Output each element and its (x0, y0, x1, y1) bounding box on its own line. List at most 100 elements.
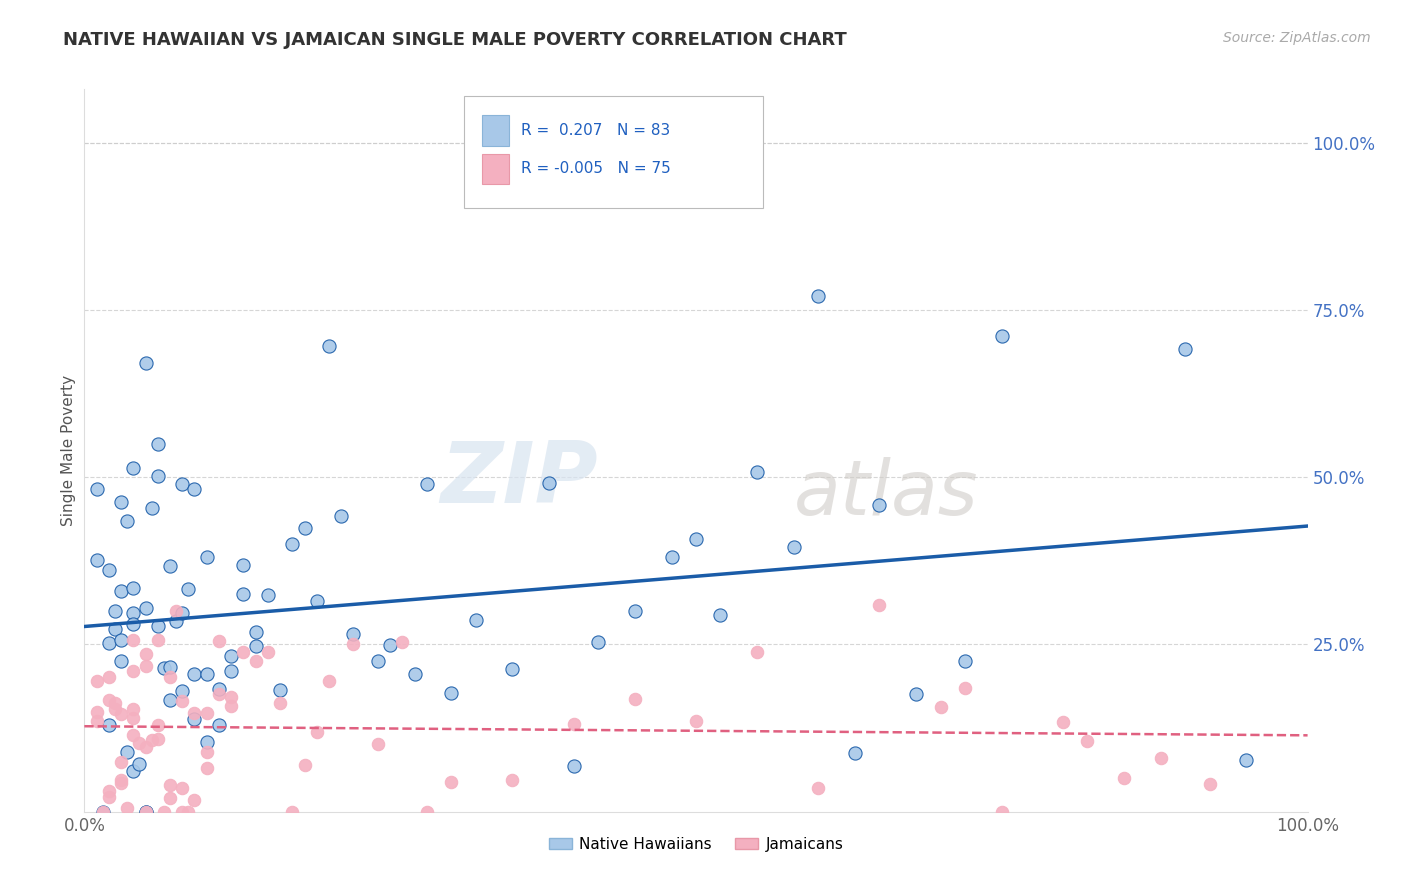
Point (172, 694, 194, 708)
Point (115, 514, 138, 528)
Point (128, 736, 150, 750)
Point (183, 483, 205, 497)
Point (91, 805, 114, 819)
FancyBboxPatch shape (482, 115, 509, 145)
Point (807, 780, 830, 795)
Point (122, 701, 145, 715)
Point (110, 755, 132, 769)
Point (232, 645, 254, 659)
Point (586, 635, 609, 649)
Point (146, 469, 169, 483)
Point (104, 603, 127, 617)
Point (219, 699, 242, 714)
Point (159, 790, 181, 805)
Point (172, 477, 194, 491)
Point (91, 805, 114, 819)
Point (1174, 342, 1197, 356)
Legend: Native Hawaiians, Jamaicans: Native Hawaiians, Jamaicans (543, 831, 849, 858)
Point (1076, 734, 1098, 748)
Point (86, 673, 108, 688)
Text: atlas: atlas (794, 457, 979, 531)
Point (122, 711, 145, 725)
Point (502, 662, 524, 676)
Point (159, 558, 181, 573)
Point (135, 805, 157, 819)
Point (115, 801, 138, 815)
Point (104, 702, 127, 716)
Point (128, 756, 150, 771)
Point (195, 550, 218, 565)
Point (219, 690, 242, 705)
Point (195, 667, 218, 681)
Point (122, 728, 145, 742)
Point (953, 681, 976, 695)
Point (159, 660, 181, 674)
Point (172, 805, 194, 819)
Point (245, 625, 267, 640)
Point (685, 714, 707, 728)
Point (135, 739, 157, 754)
Point (97, 692, 120, 706)
Point (110, 706, 132, 721)
Point (440, 774, 463, 789)
Point (110, 583, 132, 598)
Point (135, 601, 157, 615)
Text: ZIP: ZIP (440, 438, 598, 521)
Point (232, 587, 254, 601)
Point (294, 521, 316, 535)
Text: NATIVE HAWAIIAN VS JAMAICAN SINGLE MALE POVERTY CORRELATION CHART: NATIVE HAWAIIAN VS JAMAICAN SINGLE MALE … (63, 31, 846, 49)
Point (110, 775, 132, 789)
Point (245, 654, 267, 668)
Point (1150, 751, 1173, 765)
Point (416, 477, 439, 491)
Point (342, 637, 364, 651)
Point (110, 633, 132, 648)
Point (159, 778, 181, 792)
Point (135, 356, 157, 370)
Point (416, 805, 439, 819)
Point (562, 716, 585, 731)
Point (318, 673, 340, 688)
Point (122, 617, 145, 632)
Point (245, 640, 267, 654)
Point (330, 508, 353, 523)
Point (146, 633, 169, 648)
Point (991, 805, 1014, 819)
Point (502, 772, 524, 787)
Point (991, 329, 1014, 343)
Point (464, 613, 486, 627)
Text: R =  0.207   N = 83: R = 0.207 N = 83 (522, 123, 671, 138)
Point (183, 712, 205, 726)
Point (367, 738, 389, 752)
Point (195, 706, 218, 721)
Point (195, 735, 218, 749)
Text: Source: ZipAtlas.com: Source: ZipAtlas.com (1223, 31, 1371, 45)
Point (905, 687, 928, 701)
Point (153, 805, 176, 819)
Point (165, 604, 187, 618)
Point (135, 659, 157, 673)
Point (177, 582, 200, 596)
Point (172, 683, 194, 698)
Point (159, 670, 181, 684)
Point (269, 682, 291, 697)
Point (869, 498, 891, 512)
Point (122, 581, 145, 595)
Point (97, 783, 120, 797)
Point (807, 289, 830, 303)
Point (135, 647, 157, 661)
Point (1114, 771, 1136, 785)
Point (783, 540, 806, 554)
Point (269, 696, 291, 710)
Point (294, 757, 316, 772)
Point (562, 759, 585, 773)
Point (97, 790, 120, 805)
Point (305, 593, 328, 607)
Point (141, 501, 163, 516)
Point (661, 549, 683, 564)
Point (208, 687, 231, 701)
Point (624, 692, 647, 706)
Point (342, 627, 364, 641)
Point (844, 746, 866, 760)
Point (195, 745, 218, 759)
